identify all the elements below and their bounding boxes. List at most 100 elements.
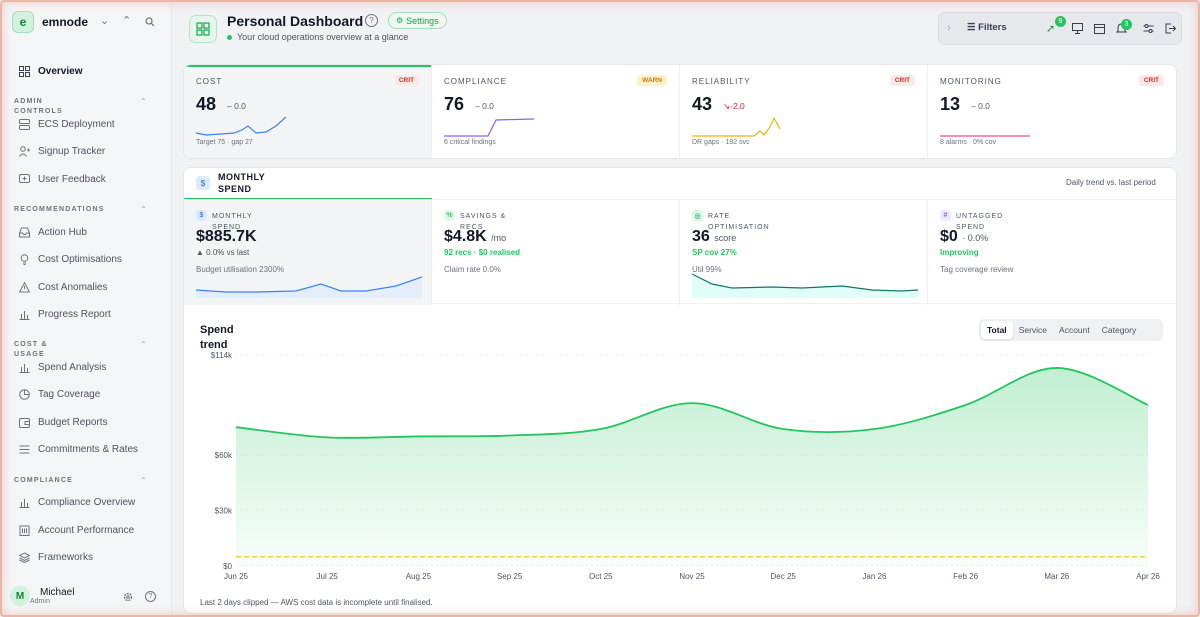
sidebar-item-signup-tracker[interactable]: Signup Tracker (18, 142, 105, 160)
sidebar-item-ecs-deployment[interactable]: ECS Deployment (18, 115, 115, 133)
bar-chart-icon (18, 308, 30, 320)
chevron-up-icon[interactable]: ⌃ (140, 340, 147, 349)
sidebar-item-account-performance[interactable]: Account Performance (18, 521, 134, 539)
chevron-up-icon[interactable]: ⌃ (122, 15, 132, 27)
chevron-right-icon[interactable]: › (947, 22, 951, 34)
x-tick-label: Aug 25 (406, 572, 432, 581)
chevron-up-icon[interactable]: ⌃ (140, 97, 147, 106)
kpi-card-compliance[interactable]: COMPLIANCE WARN 76 – 0.0 6 critical find… (432, 65, 680, 158)
page-title: Personal Dashboard (227, 13, 364, 29)
sidebar-item-label: Progress Report (38, 308, 111, 320)
sidebar-item-action-hub[interactable]: Action Hub (18, 223, 87, 241)
sidebar-item-label: Commitments & Rates (38, 443, 139, 455)
kpi-card-reliability[interactable]: RELIABILITY CRIT 43 ↘-2.0 DR gaps · 192 … (680, 65, 928, 158)
message-icon (18, 173, 30, 185)
user-profile[interactable]: M Michael Admin (10, 586, 74, 606)
sidebar-item-cost-anomalies[interactable]: Cost Anomalies (18, 278, 107, 296)
sparkline-compliance (444, 118, 535, 137)
sidebar-item-label: Spend Analysis (38, 361, 107, 373)
subcard-rate-optimisation[interactable]: ◎ RATE OPTIMISATION 36 score SP cov 27% … (680, 200, 928, 305)
kpi-footer: DR gaps · 192 svc (692, 139, 750, 146)
chevron-down-icon[interactable]: ⌄ (100, 15, 110, 27)
value-text: 36 (692, 228, 710, 245)
sliders-icon[interactable] (1143, 23, 1154, 34)
sidebar-item-progress-report[interactable]: Progress Report (18, 305, 111, 323)
segment-control: Total Service Account Category (979, 319, 1163, 341)
help-icon[interactable]: ? (365, 14, 378, 27)
spend-note: Daily trend vs. last period (1066, 178, 1156, 187)
y-tick-label: $0 (223, 562, 232, 571)
settings-button[interactable]: ⚙ Settings (388, 12, 447, 29)
grid-icon (18, 65, 30, 77)
spend-line (235, 367, 1149, 439)
subcard-value: $885.7K (196, 228, 257, 246)
section-cost-usage: COST & USAGE (14, 341, 48, 358)
help-icon[interactable]: ? (145, 591, 156, 602)
segment-category[interactable]: Category (1101, 325, 1137, 335)
subcard-savings[interactable]: % SAVINGS & RECS $4.8K /mo 92 recs · $0 … (432, 200, 680, 305)
percent-icon: % (444, 210, 455, 221)
kpi-footer: Target 75 · gap 27 (196, 139, 253, 146)
kpi-row: COST CRIT 48 – 0.0 Target 75 · gap 27 CO… (183, 64, 1177, 159)
sidebar-item-overview[interactable]: Overview (18, 62, 82, 80)
toolbar: › ☰ Filters ➚ 9 3 (938, 12, 1182, 45)
server-icon (18, 118, 30, 130)
chevron-up-icon[interactable]: ⌃ (140, 205, 147, 214)
list-icon (18, 443, 30, 455)
sidebar-item-commitments-rates[interactable]: Commitments & Rates (18, 440, 138, 458)
sidebar-item-user-feedback[interactable]: User Feedback (18, 170, 106, 188)
segment-total[interactable]: Total (981, 321, 1013, 339)
subcard-line2: Util 99% (692, 265, 722, 274)
sidebar-item-label: Signup Tracker (38, 145, 106, 157)
segment-service[interactable]: Service (1018, 325, 1048, 335)
y-tick-label: $30k (215, 506, 233, 515)
x-tick-label: Sep 25 (497, 572, 523, 581)
kpi-value: 76 (444, 94, 465, 114)
value-text: $0 (940, 228, 958, 245)
x-tick-label: Mar 26 (1044, 572, 1069, 581)
kpi-card-monitoring[interactable]: MONITORING CRIT 13 – 0.0 8 alarms · 0% c… (928, 65, 1176, 158)
inbox-icon (18, 226, 30, 238)
monitor-icon[interactable] (1072, 23, 1083, 34)
dashboard-icon (189, 15, 217, 43)
subcard-untagged[interactable]: # UNTAGGED SPEND $0 · 0.0% Improving Tag… (928, 200, 1176, 305)
chevron-up-icon[interactable]: ⌃ (140, 476, 147, 485)
sidebar-item-tag-coverage[interactable]: Tag Coverage (18, 385, 100, 403)
sidebar: e emnode ⌄ ⌃ Overview ADMIN CONTROLS ⌃ E… (0, 0, 172, 617)
sidebar-item-label: Cost Optimisations (38, 253, 122, 265)
subcard-monthly-spend[interactable]: $ MONTHLY SPEND $885.7K ▲ 0.0% vs last B… (184, 200, 432, 305)
search-icon[interactable] (145, 17, 155, 27)
kpi-label: RELIABILITY (692, 77, 751, 86)
filters-button[interactable]: ☰ Filters (967, 22, 1007, 33)
kpi-card-cost[interactable]: COST CRIT 48 – 0.0 Target 75 · gap 27 (184, 65, 432, 158)
subcard-line1: Improving (940, 248, 979, 257)
sidebar-item-compliance-overview[interactable]: Compliance Overview (18, 493, 135, 511)
subcard-label: RATE OPTIMISATION (708, 213, 770, 231)
user-role: Admin (30, 598, 50, 605)
subcard-line1: ▲ 0.0% vs last (196, 248, 250, 257)
sidebar-item-budget-reports[interactable]: Budget Reports (18, 413, 108, 431)
status-badge: WARN (637, 75, 667, 86)
sidebar-item-label: Compliance Overview (38, 496, 136, 508)
dollar-icon: $ (196, 210, 207, 221)
calendar-icon[interactable] (1094, 23, 1105, 34)
logout-icon[interactable] (1165, 23, 1176, 34)
rocket-icon[interactable]: ➚ (1046, 23, 1056, 35)
settings-label: Settings (406, 15, 439, 26)
y-tick-label: $114k (211, 351, 233, 360)
subcard-label: MONTHLY SPEND (212, 213, 253, 231)
sidebar-item-spend-analysis[interactable]: Spend Analysis (18, 358, 106, 376)
sidebar-item-label: Action Hub (38, 226, 87, 238)
sparkline-monthly-spend (196, 276, 422, 298)
notifications-badge: 3 (1121, 19, 1132, 30)
gear-icon[interactable] (123, 592, 133, 602)
subcard-value: $0 · 0.0% (940, 228, 988, 246)
user-plus-icon (18, 145, 30, 157)
sliders-icon: ☰ (967, 22, 979, 33)
sidebar-item-frameworks[interactable]: Frameworks (18, 548, 93, 566)
segment-account[interactable]: Account (1059, 325, 1090, 335)
x-tick-label: Nov 25 (679, 572, 705, 581)
sidebar-item-cost-optimisations[interactable]: Cost Optimisations (18, 250, 122, 268)
brand[interactable]: e emnode (12, 11, 88, 33)
warning-icon (18, 281, 30, 293)
